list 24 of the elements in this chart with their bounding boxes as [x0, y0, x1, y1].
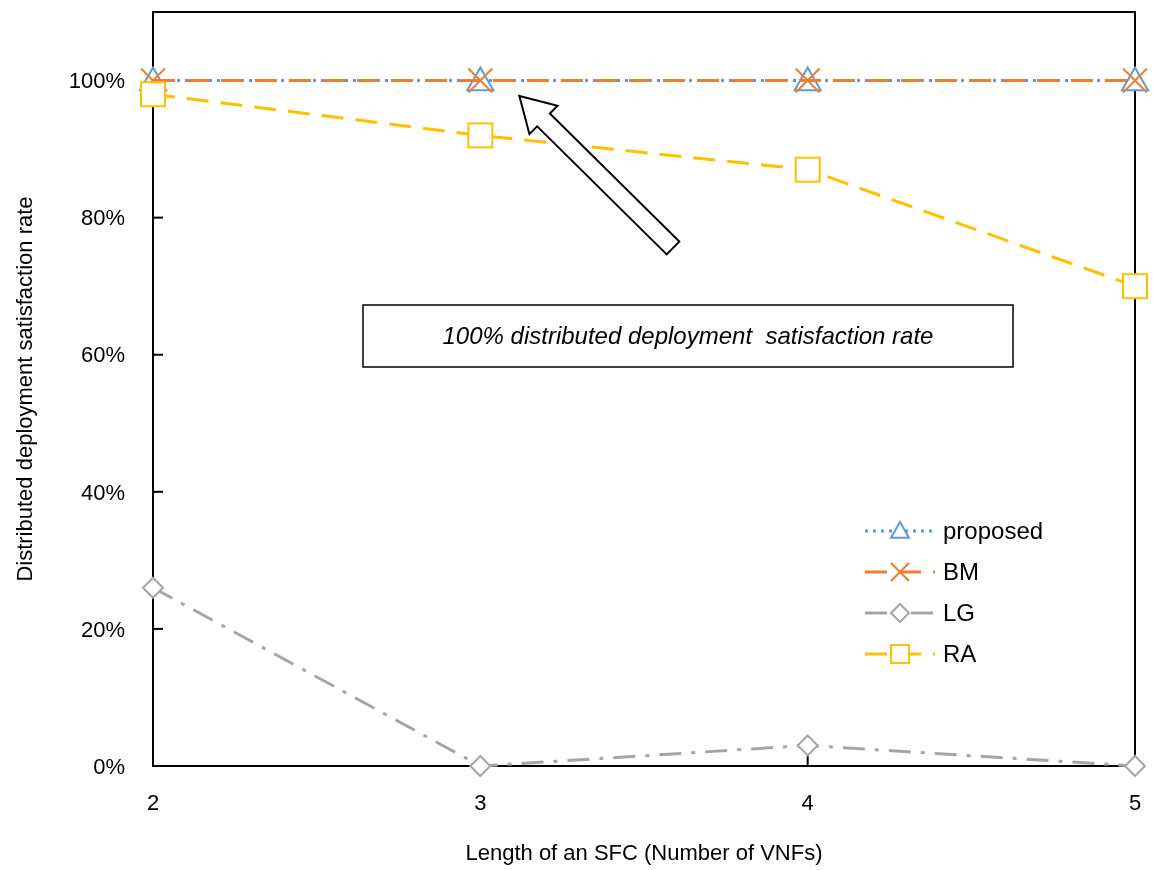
x-tick-label: 2 — [146, 790, 160, 815]
point — [467, 122, 494, 149]
legend-label: proposed — [943, 517, 1044, 545]
legend-label: RA — [943, 640, 977, 668]
y-tick-label: 20% — [80, 616, 125, 642]
point — [142, 576, 164, 599]
y-axis-title: Distributed deployment satisfaction rate — [12, 196, 37, 582]
legend-label: BM — [943, 558, 979, 586]
x-tick-label: 3 — [474, 790, 487, 815]
point — [469, 755, 492, 777]
annotation: 100% distributed deployment satisfaction rate — [442, 322, 934, 350]
point — [794, 156, 821, 183]
point — [1124, 755, 1146, 777]
y-tick-label: 100% — [68, 68, 125, 94]
x-axis-title: Length of an SFC (Number of VNFs) — [465, 840, 823, 865]
x-tick-label: 4 — [801, 790, 814, 815]
point — [796, 734, 819, 757]
y-tick-label: 80% — [80, 205, 125, 231]
x-tick-label: 5 — [1128, 790, 1142, 815]
y-tick-label: 60% — [80, 342, 125, 368]
legend-label: LG — [943, 599, 976, 627]
point — [1122, 273, 1148, 300]
y-tick-label: 0% — [93, 753, 125, 779]
y-tick-label: 40% — [80, 479, 125, 505]
